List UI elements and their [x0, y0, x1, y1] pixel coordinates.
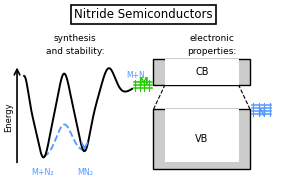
- Text: electronic: electronic: [189, 34, 234, 43]
- Text: and stability:: and stability:: [46, 47, 104, 56]
- Polygon shape: [154, 109, 250, 169]
- Text: MN₂: MN₂: [77, 168, 93, 177]
- Text: VB: VB: [195, 134, 208, 144]
- Text: M+N: M+N: [127, 71, 145, 80]
- Text: N: N: [257, 108, 265, 118]
- Polygon shape: [154, 59, 250, 85]
- Text: Nitride Semiconductors: Nitride Semiconductors: [74, 8, 213, 21]
- Text: M: M: [138, 77, 148, 87]
- Text: synthesis: synthesis: [54, 34, 97, 43]
- Text: CB: CB: [195, 67, 209, 77]
- Text: M+N₂: M+N₂: [31, 168, 54, 177]
- Polygon shape: [165, 109, 239, 162]
- Polygon shape: [165, 59, 239, 85]
- Text: Energy: Energy: [4, 102, 13, 132]
- Text: properties:: properties:: [187, 47, 236, 56]
